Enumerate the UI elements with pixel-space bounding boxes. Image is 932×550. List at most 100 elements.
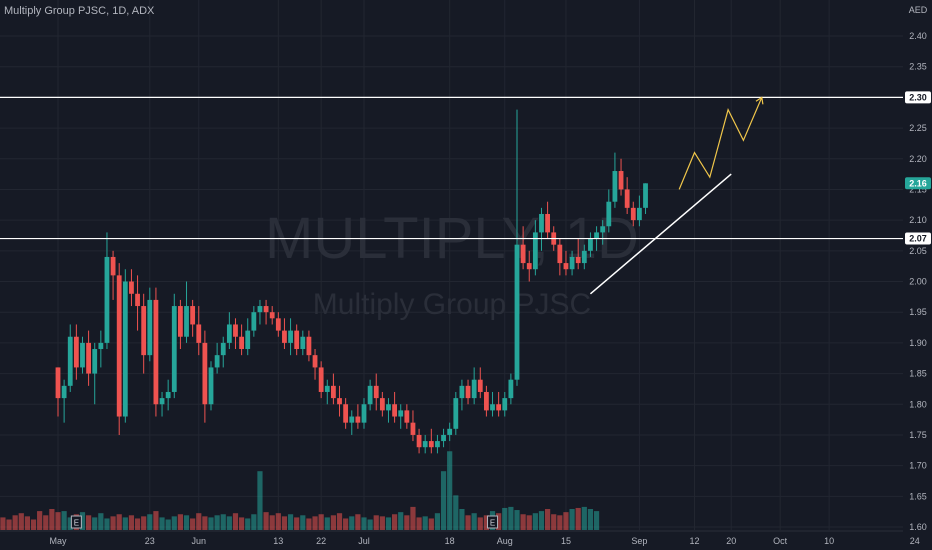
price-tick-label: 2.35 [909, 62, 927, 72]
volume-bar [361, 517, 367, 530]
price-axis: AED 2.40 2.35 2.30 2.25 2.20 2.15 2.10 2.05 2.00 1… [903, 0, 932, 550]
volume-bar [128, 515, 135, 530]
candle-body [239, 336, 244, 350]
projection-path [678, 97, 763, 190]
volume-bar [153, 511, 159, 530]
candle-body [220, 342, 226, 356]
candle-body [288, 330, 293, 343]
candle-body [386, 404, 391, 411]
candle-body [484, 391, 489, 411]
volume-bar [141, 516, 147, 530]
candle-body [80, 342, 85, 368]
volume-bar [557, 515, 563, 530]
time-tick-label: Oct [773, 536, 788, 546]
volume-bar [287, 514, 294, 530]
volume-bar [116, 514, 122, 530]
volume-bar [398, 512, 404, 530]
volume-bar [226, 516, 232, 530]
candle-body [496, 404, 502, 411]
volume-bar [508, 506, 514, 530]
candle-body [318, 367, 324, 392]
time-tick-label: 22 [316, 536, 326, 546]
price-tick-label: 1.80 [909, 399, 927, 409]
volume-bar [61, 511, 67, 530]
candle-body [312, 355, 318, 368]
volume-bar [245, 518, 251, 530]
earnings-marker-icon [70, 515, 82, 529]
candle-body [581, 250, 587, 264]
candle-body [159, 398, 165, 405]
volume-bar [0, 517, 6, 530]
symbol-title: Multiply Group PJSC, 1D, ADX [4, 5, 155, 17]
volume-bar [257, 471, 263, 530]
volume-bar [471, 513, 477, 530]
volume-bar [336, 513, 343, 530]
candle-body [208, 367, 214, 405]
trend-line [589, 173, 732, 295]
volume-bar [587, 509, 594, 530]
candle-body [588, 238, 593, 251]
price-badge-level [905, 232, 931, 245]
volume-bar [514, 510, 520, 530]
candle-body [294, 330, 300, 350]
candle-body [404, 410, 410, 423]
volume-bar [593, 511, 600, 530]
volume-bar [532, 513, 538, 530]
volume-bar [122, 517, 128, 530]
volume-bar [410, 506, 416, 530]
volume-bar [343, 518, 349, 530]
time-tick-label: 10 [824, 536, 834, 546]
price-tick-label: 1.60 [909, 522, 927, 532]
candle-body [165, 391, 171, 399]
volume-bar [373, 515, 379, 530]
volume-bar [318, 514, 324, 530]
volume-bar [502, 507, 508, 530]
candle-body [55, 367, 61, 399]
candle-body [300, 336, 306, 350]
volume-bar [239, 517, 245, 530]
price-badge-level [905, 91, 931, 104]
candle-body [257, 306, 263, 313]
candle-body [282, 330, 287, 343]
volume-bar [159, 517, 165, 530]
candle-body [575, 256, 581, 264]
candle-body [196, 324, 202, 343]
volume-bar [134, 518, 141, 530]
candle-body [392, 404, 397, 417]
volume-bar [67, 517, 73, 530]
watermark-name: Multiply Group PJSC [313, 288, 591, 321]
volume-bar [324, 517, 330, 530]
candle-body [557, 244, 563, 264]
volume-bar [43, 515, 49, 530]
candle-body [410, 422, 416, 435]
price-tick-label: 2.00 [909, 277, 927, 287]
candle-body [569, 256, 575, 270]
candle-body [428, 441, 434, 448]
candle-body [116, 275, 122, 417]
price-tick-label: 1.65 [909, 491, 927, 501]
volume-bar [269, 515, 275, 530]
candle-body [600, 226, 606, 233]
candle-body [129, 281, 134, 294]
volume-bar [349, 516, 355, 530]
price-tick-label: 2.40 [909, 31, 927, 41]
price-tick-label: 2.20 [909, 154, 927, 164]
candle-body [61, 385, 67, 399]
candle-body [545, 213, 550, 233]
time-tick-label: 24 [910, 536, 920, 546]
volume-bar [367, 519, 373, 530]
volume-bar [440, 471, 447, 530]
volume-bar [18, 513, 24, 530]
candle-body [245, 330, 251, 350]
volume-bar [55, 512, 61, 530]
candle-body [490, 404, 495, 411]
price-tick-label: 2.05 [909, 246, 927, 256]
volume-bar [563, 512, 569, 530]
price-tick-label: 1.95 [909, 307, 927, 317]
candle-body [269, 312, 275, 319]
time-tick-label: 20 [726, 536, 736, 546]
candle-body [361, 404, 367, 423]
